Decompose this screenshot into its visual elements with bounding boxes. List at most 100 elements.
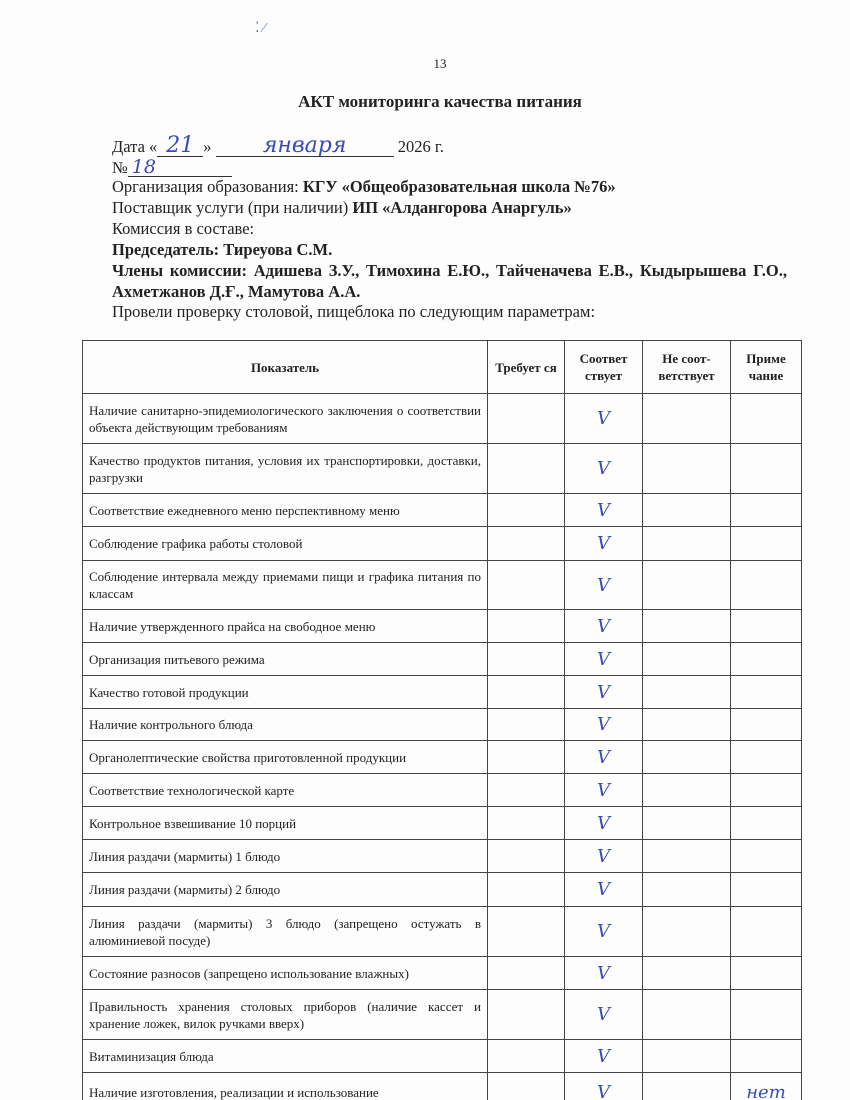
indicator-cell: Витаминизация блюда [82,1039,488,1073]
note-cell [730,493,802,527]
monitoring-table: Показатель Требует ся Соответ ствует Не … [82,340,802,1100]
number-value: 18 [127,158,232,177]
complies-cell: V [564,675,643,709]
required-cell [487,740,565,774]
note-cell [730,773,802,807]
not-complies-cell [642,526,731,561]
table-row: Наличие санитарно-эпидемиологического за… [82,393,802,444]
note-cell [730,839,802,873]
note-cell [730,526,802,561]
not-complies-cell [642,806,731,840]
indicator-cell: Наличие санитарно-эпидемиологического за… [82,393,488,444]
required-cell [487,393,565,444]
table-row: Наличие утвержденного прайса на свободно… [82,609,802,643]
note-cell [730,675,802,709]
col-not-complies: Не соот- ветствует [642,340,731,394]
required-cell [487,642,565,676]
table-row: Витаминизация блюда V [82,1039,802,1073]
indicator-cell: Организация питьевого режима [82,642,488,676]
not-complies-cell [642,740,731,774]
table-row: Качество продуктов питания, условия их т… [82,443,802,494]
intro-text: Провели проверку столовой, пищеблока по … [112,302,596,321]
required-cell [487,675,565,709]
handwritten-mark: ⁚ ⁄ [255,21,266,36]
supplier-value: ИП «Алдангорова Анаргуль» [352,198,572,217]
indicator-cell: Соблюдение интервала между приемами пищи… [82,560,488,610]
note-cell [730,642,802,676]
page-number: 13 [433,56,447,71]
col-required: Требует ся [487,340,565,394]
col-note: Приме чание [730,340,802,394]
table-row: Органолептические свойства приготовленно… [82,740,802,774]
document-title: АКТ мониторинга качества питания [298,92,582,111]
required-cell [487,872,565,907]
table-row: Организация питьевого режима V [82,642,802,676]
required-cell [487,956,565,990]
not-complies-cell [642,773,731,807]
required-cell [487,1072,565,1100]
complies-cell: V [564,956,643,990]
date-mid: » [203,137,212,156]
not-complies-cell [642,989,731,1040]
required-cell [487,443,565,494]
table-row: Наличие изготовления, реализации и испол… [82,1072,802,1100]
indicator-cell: Правильность хранения столовых приборов … [82,989,488,1040]
note-cell [730,393,802,444]
indicator-cell: Состояние разносов (запрещено использова… [82,956,488,990]
complies-cell: V [564,1072,643,1100]
table-row: Соответствие технологической карте V [82,773,802,807]
complies-cell: V [564,560,643,610]
not-complies-cell [642,560,731,610]
indicator-cell: Соблюдение графика работы столовой [82,526,488,561]
note-cell [730,443,802,494]
required-cell [487,526,565,561]
indicator-cell: Соответствие ежедневного меню перспектив… [82,493,488,527]
complies-cell: V [564,806,643,840]
not-complies-cell [642,906,731,957]
supplier-label: Поставщик услуги (при наличии) [112,198,349,217]
date-label: Дата « [112,137,158,156]
not-complies-cell [642,1072,731,1100]
table-row: Соблюдение графика работы столовой V [82,526,802,561]
commission-members: Члены комиссии: Адишева З.У., Тимохина Е… [112,261,787,301]
required-cell [487,906,565,957]
note-cell [730,708,802,741]
required-cell [487,773,565,807]
complies-cell: V [564,906,643,957]
note-cell [730,560,802,610]
date-year: 2026 г. [397,137,444,156]
not-complies-cell [642,708,731,741]
complies-cell: V [564,526,643,561]
complies-cell: V [564,708,643,741]
org-label: Организация образования: [112,177,299,196]
required-cell [487,806,565,840]
complies-cell: V [564,443,643,494]
indicator-cell: Наличие утвержденного прайса на свободно… [82,609,488,643]
complies-cell: V [564,1039,643,1073]
table-header: Показатель Требует ся Соответ ствует Не … [82,340,802,394]
col-complies: Соответ ствует [564,340,643,394]
indicator-cell: Линия раздачи (мармиты) 3 блюдо (запреще… [82,906,488,957]
indicator-cell: Линия раздачи (мармиты) 1 блюдо [82,839,488,873]
note-cell [730,1039,802,1073]
indicator-cell: Соответствие технологической карте [82,773,488,807]
not-complies-cell [642,493,731,527]
not-complies-cell [642,393,731,444]
required-cell [487,493,565,527]
indicator-cell: Линия раздачи (мармиты) 2 блюдо [82,872,488,907]
indicator-cell: Наличие изготовления, реализации и испол… [82,1072,488,1100]
table-row: Соблюдение интервала между приемами пищи… [82,560,802,610]
not-complies-cell [642,642,731,676]
table-row: Правильность хранения столовых приборов … [82,989,802,1040]
indicator-cell: Качество готовой продукции [82,675,488,709]
complies-cell: V [564,740,643,774]
complies-cell: V [564,839,643,873]
required-cell [487,839,565,873]
not-complies-cell [642,1039,731,1073]
note-cell [730,740,802,774]
date-day: 21 [157,135,204,157]
table-row: Линия раздачи (мармиты) 3 блюдо (запреще… [82,906,802,957]
required-cell [487,1039,565,1073]
org-line: Организация образования: КГУ «Общеобразо… [112,177,616,197]
required-cell [487,989,565,1040]
